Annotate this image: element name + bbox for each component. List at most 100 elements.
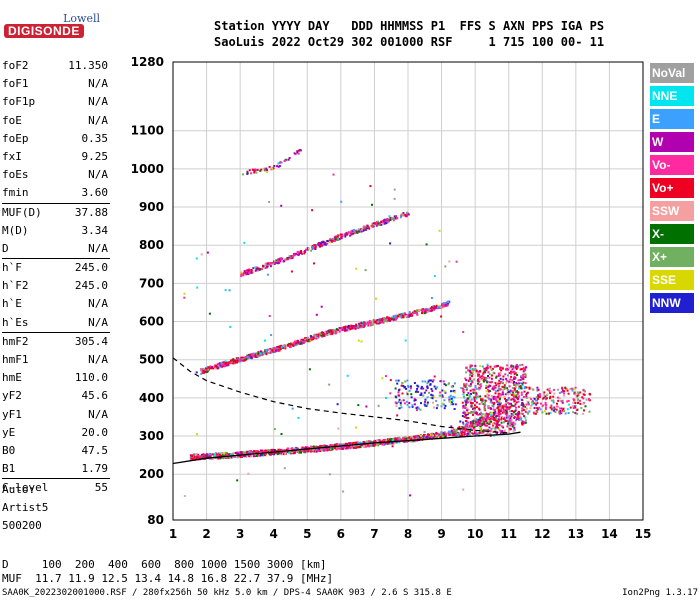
echo-point — [481, 398, 484, 401]
echo-point — [449, 394, 452, 397]
echo-point — [465, 417, 468, 420]
echo-point — [509, 378, 512, 381]
echo-point — [426, 385, 429, 388]
x-tick-label: 13 — [568, 527, 585, 541]
echo-point — [382, 221, 385, 224]
echo-point — [499, 372, 502, 375]
echo-point — [408, 311, 411, 314]
echo-point — [503, 409, 505, 412]
echo-point — [352, 441, 355, 444]
echo-point — [296, 253, 299, 256]
echo-point — [480, 377, 483, 380]
echo-point — [299, 342, 302, 345]
echo-point — [513, 389, 516, 392]
x-tick-label: 8 — [404, 527, 412, 541]
echo-point — [417, 407, 420, 410]
echo-point — [506, 387, 508, 390]
echo-point — [470, 364, 473, 367]
echo-point — [486, 415, 489, 417]
echo-point — [484, 379, 487, 382]
legend-item: NNE — [650, 86, 694, 106]
echo-point — [574, 412, 577, 414]
echo-point — [211, 367, 214, 370]
echo-point — [234, 361, 237, 364]
echo-point — [275, 349, 277, 352]
echo-point — [398, 398, 401, 401]
echo-point — [427, 308, 430, 311]
echo-point — [462, 395, 465, 398]
echo-point — [430, 396, 433, 399]
echo-point — [474, 418, 476, 421]
echo-point — [467, 397, 470, 400]
echo-point — [290, 270, 293, 273]
param-value: 0.35 — [81, 131, 109, 145]
echo-point — [205, 367, 208, 370]
echo-point — [350, 232, 352, 234]
echo-point — [404, 380, 407, 383]
echo-point — [423, 308, 426, 311]
echo-point — [462, 391, 465, 394]
echo-point — [441, 434, 444, 437]
echo-point — [267, 449, 270, 452]
echo-point — [507, 402, 510, 405]
echo-point — [409, 436, 411, 438]
echo-point — [292, 452, 295, 454]
echo-point — [473, 400, 476, 403]
echo-point — [472, 408, 474, 410]
echo-point — [491, 430, 494, 433]
echo-point — [491, 418, 494, 421]
echo-point — [477, 433, 480, 436]
echo-point — [314, 244, 317, 247]
param-value: 47.5 — [81, 443, 109, 457]
echo-point — [372, 224, 375, 227]
echo-point — [232, 452, 235, 454]
echo-point — [492, 423, 495, 426]
echo-point — [269, 265, 272, 268]
echo-point — [543, 410, 546, 413]
echo-point — [347, 324, 350, 327]
echo-point — [423, 312, 426, 315]
echo-point — [406, 393, 409, 396]
echo-point — [248, 353, 251, 356]
y-tick-label: 1100 — [131, 124, 164, 138]
echo-point — [483, 433, 486, 436]
echo-point — [344, 235, 347, 238]
echo-point — [490, 420, 493, 423]
echo-point — [389, 219, 392, 222]
echo-point — [505, 410, 508, 413]
echo-point — [421, 435, 424, 437]
echo-point — [585, 398, 588, 401]
echo-point — [464, 430, 466, 433]
echo-point — [338, 443, 341, 446]
echo-point — [269, 453, 272, 456]
echo-point — [496, 400, 499, 403]
echo-point — [333, 331, 335, 334]
echo-point — [465, 407, 468, 410]
echo-point — [467, 417, 470, 419]
echo-point — [582, 412, 585, 415]
echo-point — [269, 449, 272, 452]
param-name: yE — [2, 425, 16, 439]
echo-point — [307, 339, 310, 342]
echo-point — [352, 232, 355, 235]
echo-point — [303, 250, 306, 253]
echo-point — [526, 400, 529, 403]
y-tick-label: 800 — [139, 238, 164, 252]
echo-point — [315, 244, 318, 247]
echo-point — [293, 252, 296, 255]
echo-point — [470, 404, 473, 407]
echo-point — [436, 404, 439, 406]
echo-point — [311, 209, 314, 212]
echo-point — [457, 433, 460, 436]
echo-point — [520, 378, 523, 381]
echo-point — [202, 367, 205, 370]
echo-point — [450, 429, 453, 432]
header-line-2: SaoLuis 2022 Oct29 302 001000 RSF 1 715 … — [214, 35, 605, 49]
echo-point — [391, 439, 394, 442]
echo-point — [294, 447, 297, 450]
param-value: N/A — [88, 241, 108, 255]
echo-point — [558, 397, 561, 400]
echo-point — [507, 424, 510, 427]
echo-point — [466, 413, 469, 416]
echo-point — [376, 440, 379, 443]
